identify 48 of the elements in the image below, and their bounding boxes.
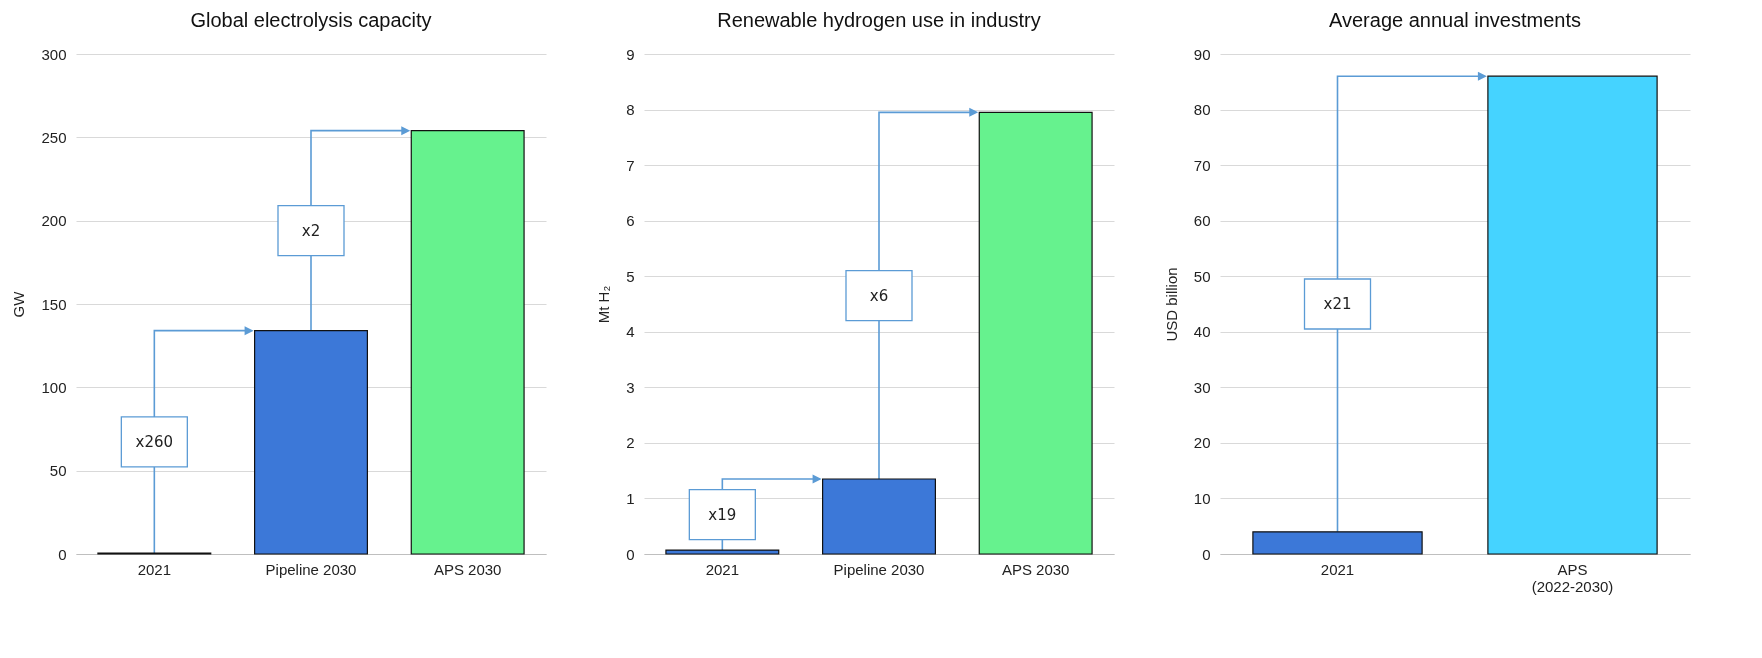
chart-title: Global electrolysis capacity [190,9,432,31]
annotation: x6 [869,286,889,305]
bar [410,130,525,555]
y-tick-label: 1 [626,489,635,507]
y-tick-label: 10 [1193,489,1211,507]
y-tick-label: 40 [1193,323,1211,341]
x-tick-label: 2021 [137,560,172,578]
bar [665,549,780,555]
annotation: x21 [1323,295,1352,313]
y-tick-label: 90 [1193,45,1211,63]
x-tick-label: 2021 [1320,560,1355,578]
y-tick-label: 250 [41,128,67,146]
y-tick-label: 70 [1193,156,1211,174]
x-tick-label: Pipeline 2030 [265,560,357,578]
y-tick-label: 9 [626,45,635,63]
y-tick-label: 200 [41,212,67,230]
y-tick-label: 6 [626,212,635,230]
y-tick-label: 100 [41,378,67,396]
y-tick-label: 5 [626,267,635,285]
y-tick-label: 2 [626,434,635,452]
annotation: x260 [135,432,174,451]
y-tick-label: 50 [1193,267,1211,285]
y-axis-title: USD billion [1162,267,1180,342]
y-tick-label: 60 [1193,212,1211,230]
x-tick-label: 2021 [705,560,740,578]
y-tick-label: 7 [626,156,635,174]
x-tick-label: APS 2030 [433,560,502,578]
y-tick-label: 8 [626,101,635,119]
y-tick-label: 80 [1193,101,1211,119]
annotation: x2 [301,221,321,240]
y-tick-label: 0 [626,545,635,563]
x-tick-label: APS 2030 [1001,560,1070,578]
chart-title: Renewable hydrogen use in industry [717,9,1041,31]
y-axis-title: Mt H₂ [595,285,613,324]
x-tick-label: APS (2022-2030) [1531,560,1614,595]
y-tick-label: 30 [1193,378,1211,396]
y-tick-label: 0 [58,545,67,563]
annotation: x19 [708,505,737,524]
y-tick-label: 50 [49,462,67,480]
y-tick-label: 150 [41,295,67,313]
y-tick-label: 20 [1193,434,1211,452]
y-tick-label: 0 [1202,545,1211,563]
x-tick-label: Pipeline 2030 [833,560,925,578]
y-tick-label: 4 [626,323,635,341]
y-axis-title: GW [10,290,28,318]
chart-title: Average annual investments [1328,9,1582,31]
y-tick-label: 300 [41,45,67,63]
y-tick-label: 3 [626,378,635,396]
